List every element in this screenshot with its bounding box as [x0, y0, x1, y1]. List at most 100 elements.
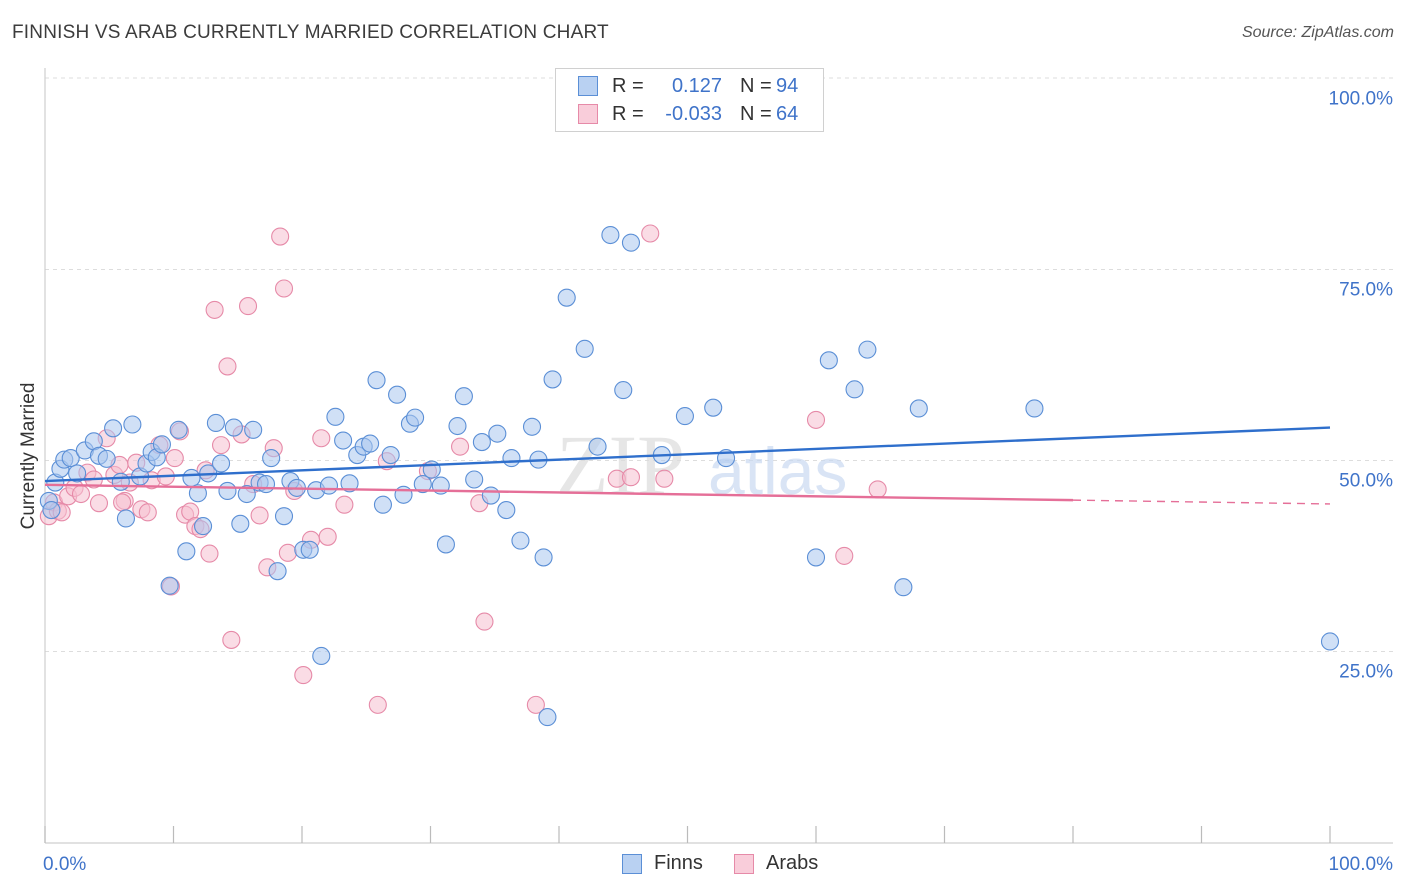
finns-legend-label: Finns [654, 852, 703, 874]
finns-point [211, 454, 231, 473]
finns-legend-swatch [622, 853, 642, 874]
arabs-point [278, 543, 297, 562]
arabs-point [113, 493, 132, 512]
legend-row-arabs: R = -0.033 N = 64 [578, 100, 798, 128]
finns-point [534, 548, 553, 567]
stats-legend: R = 0.127 N = 94 R = -0.033 N = 64 [555, 68, 824, 132]
finns-n-value: 94 [776, 74, 799, 97]
finns-point [522, 417, 542, 436]
finns-point [256, 475, 276, 494]
finns-point [448, 416, 467, 436]
finns-point [394, 485, 413, 504]
finns-point [1320, 632, 1340, 651]
y-tick-label: 75.0% [1339, 280, 1393, 301]
finns-point [244, 420, 263, 439]
arabs-point [205, 300, 224, 319]
finns-point [160, 576, 179, 595]
finns-point [123, 415, 142, 434]
finns-point [334, 431, 353, 450]
finns-point [806, 548, 826, 567]
finns-point [319, 476, 339, 495]
finns-swatch [578, 76, 598, 96]
finns-point [575, 339, 594, 358]
arabs-point [475, 612, 494, 631]
finns-point [819, 351, 838, 370]
finns-point [588, 437, 607, 456]
arabs-point [222, 630, 241, 649]
bottom-legend-finns: Finns [622, 852, 703, 875]
arabs-point [312, 429, 331, 448]
arabs-swatch [578, 104, 598, 124]
arabs-trend-extension [1072, 499, 1331, 505]
finns-point [406, 408, 425, 427]
finns-point [68, 464, 87, 483]
arabs-point [641, 224, 660, 243]
arabs-point [274, 279, 294, 298]
finns-point [454, 387, 473, 406]
finns-point [268, 562, 287, 581]
arabs-point [165, 449, 184, 468]
arabs-point [335, 495, 354, 514]
arabs-point [271, 227, 290, 246]
x-tick-label: 100.0% [1329, 854, 1394, 875]
finns-point [704, 398, 723, 417]
finns-point [894, 578, 913, 597]
finns-point [472, 433, 491, 452]
finns-point [497, 501, 516, 520]
finns-point [274, 507, 294, 526]
bottom-legend-arabs: Arabs [734, 852, 818, 875]
finns-point [188, 484, 207, 503]
arabs-point [238, 297, 258, 316]
finns-point [111, 472, 130, 491]
finns-point [177, 542, 196, 561]
finns-point [300, 540, 319, 559]
finns-point [413, 475, 432, 494]
finns-point [169, 420, 188, 439]
arabs-point [621, 468, 641, 487]
arabs-point [294, 666, 313, 685]
y-tick-label: 25.0% [1339, 662, 1393, 683]
finns-point [1025, 399, 1044, 418]
finns-trend-line [44, 426, 1331, 483]
legend-row-finns: R = 0.127 N = 94 [578, 72, 798, 100]
finns-point [42, 501, 61, 520]
finns-point [481, 486, 500, 505]
finns-points [39, 225, 1340, 727]
finns-point [104, 419, 123, 438]
watermark-zip: ZIP [556, 417, 685, 513]
finns-point [502, 449, 521, 468]
y-tick-label: 50.0% [1339, 471, 1393, 492]
finns-point [231, 514, 250, 533]
finns-point [675, 407, 694, 426]
finns-point [237, 484, 256, 504]
finns-point [543, 370, 562, 389]
finns-point [61, 449, 80, 468]
y-axis-title: Currently Married [18, 383, 39, 530]
finns-point [373, 495, 393, 514]
arabs-point [89, 494, 109, 513]
finns-point [361, 434, 380, 453]
arabs-point [211, 436, 231, 455]
axes [44, 68, 1393, 844]
trend-lines [44, 426, 1331, 505]
finns-point [557, 288, 576, 307]
arabs-n-label: N = [740, 102, 772, 125]
arabs-point [138, 503, 157, 522]
arabs-point [71, 484, 91, 504]
finns-r-value: 0.127 [671, 74, 722, 97]
finns-n-label: N = [740, 74, 772, 97]
finns-point [465, 470, 484, 489]
finns-point [97, 449, 116, 468]
x-tick-label: 0.0% [43, 854, 86, 875]
arabs-legend-swatch [734, 853, 754, 874]
arabs-r-label: R = [612, 102, 644, 125]
grid-lines [45, 77, 1393, 652]
finns-point [858, 340, 877, 359]
arabs-point [218, 357, 237, 376]
chart-title: FINNISH VS ARAB CURRENTLY MARRIED CORREL… [12, 22, 609, 43]
finns-point [116, 509, 136, 528]
arabs-point [835, 546, 854, 565]
finns-point [614, 381, 633, 400]
arabs-point [451, 437, 470, 456]
